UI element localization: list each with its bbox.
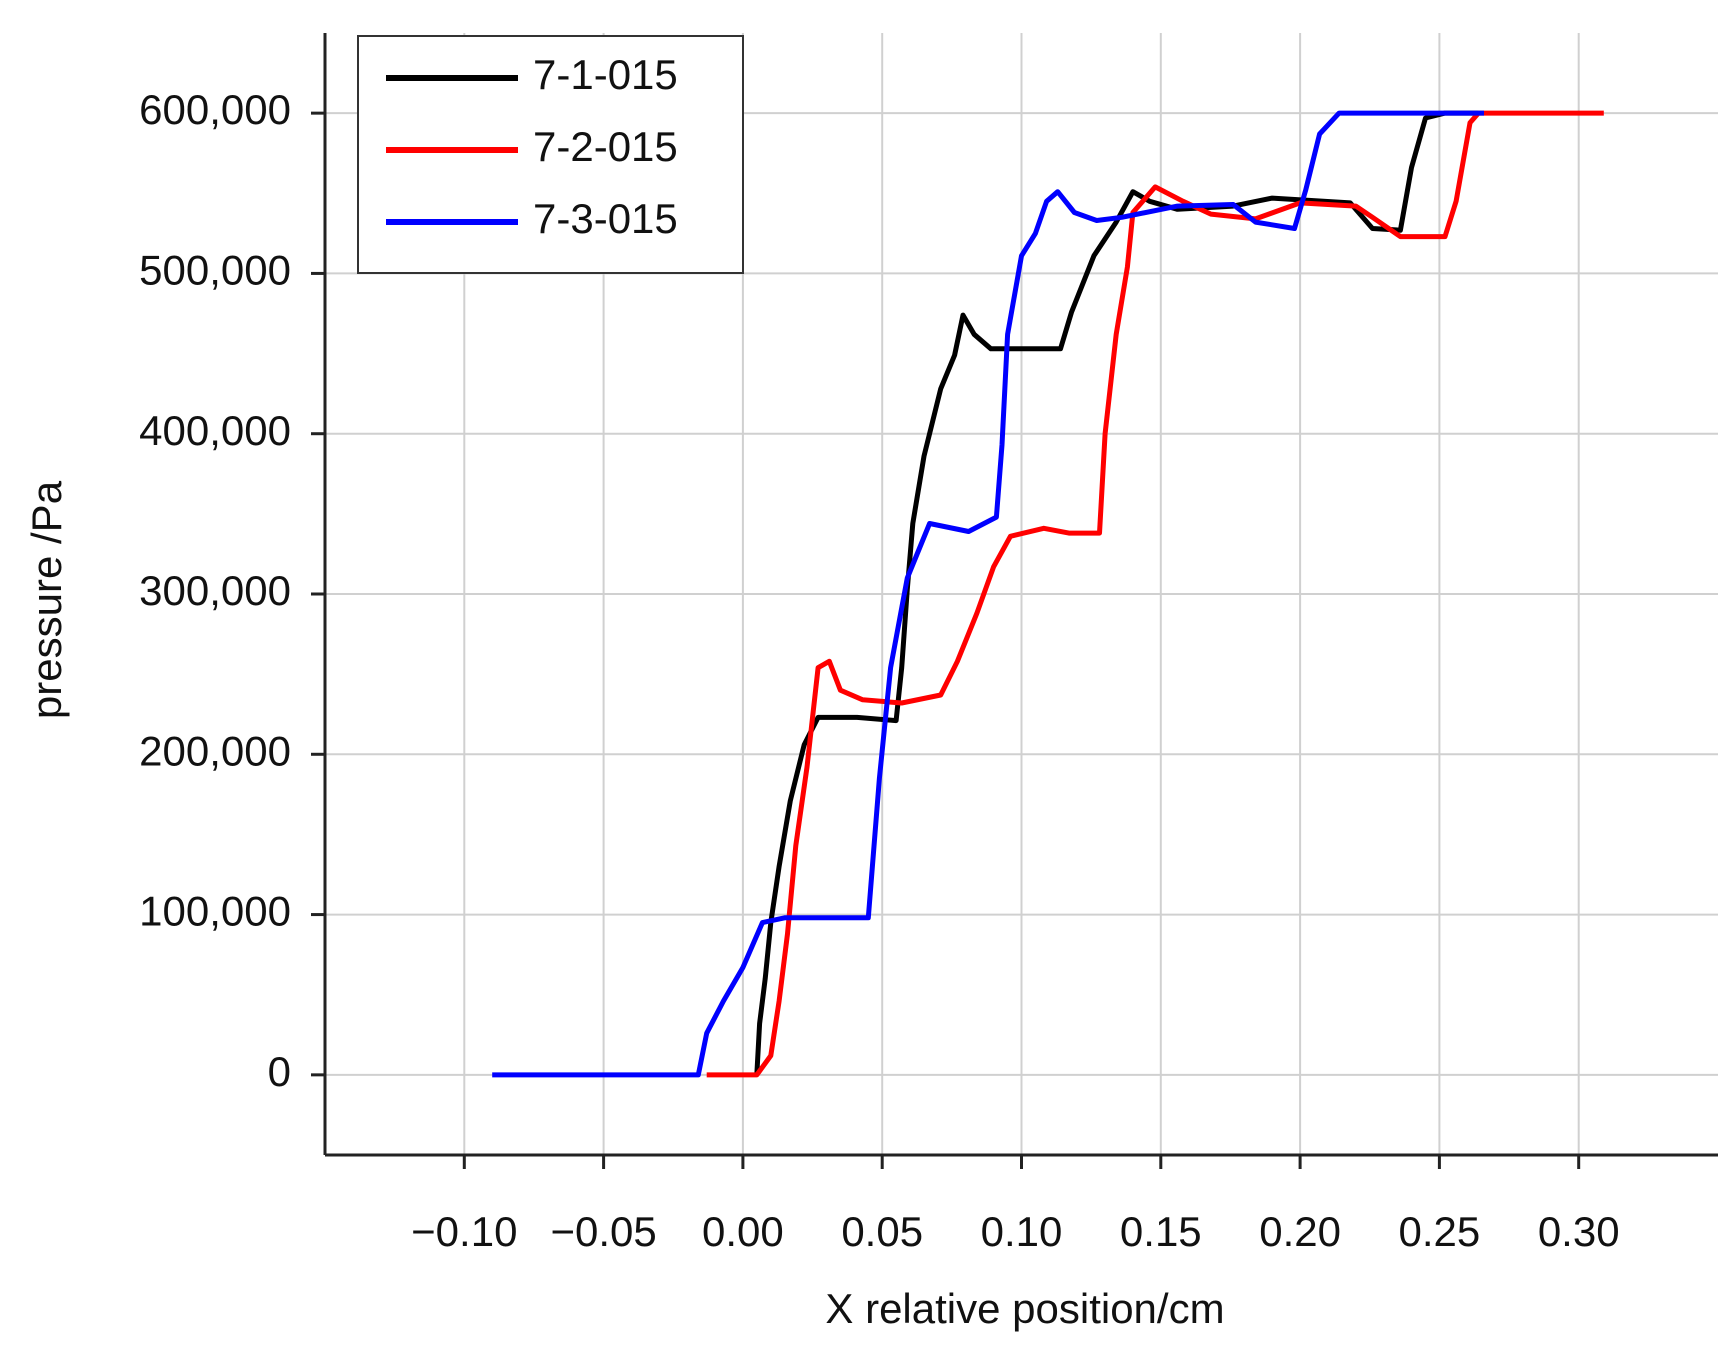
x-tick-label: 0.15	[1120, 1208, 1202, 1255]
x-tick-label: −0.05	[550, 1208, 656, 1255]
y-axis-label: pressure /Pa	[23, 480, 70, 719]
x-tick-label: 0.20	[1259, 1208, 1341, 1255]
y-tick-label: 200,000	[139, 727, 291, 774]
y-tick-label: 600,000	[139, 86, 291, 133]
y-tick-label: 400,000	[139, 407, 291, 454]
x-tick-label: 0.00	[702, 1208, 784, 1255]
y-tick-label: 100,000	[139, 888, 291, 935]
x-tick-label: 0.05	[841, 1208, 923, 1255]
y-tick-label: 0	[268, 1048, 291, 1095]
legend-label: 7-3-015	[533, 195, 678, 242]
x-tick-label: 0.30	[1538, 1208, 1620, 1255]
x-axis-label: X relative position/cm	[825, 1285, 1224, 1332]
legend: 7-1-015 7-2-015 7-3-015	[357, 35, 744, 274]
series-line	[706, 110, 1604, 1078]
legend-label: 7-2-015	[533, 123, 678, 170]
x-tick-label: 0.25	[1399, 1208, 1481, 1255]
legend-label: 7-1-015	[533, 51, 678, 98]
x-tick-label: 0.10	[981, 1208, 1063, 1255]
series-line	[754, 110, 1479, 1076]
y-tick-label: 500,000	[139, 247, 291, 294]
y-tick-label: 300,000	[139, 567, 291, 614]
x-tick-label: −0.10	[411, 1208, 517, 1255]
series-line	[492, 110, 1484, 1078]
